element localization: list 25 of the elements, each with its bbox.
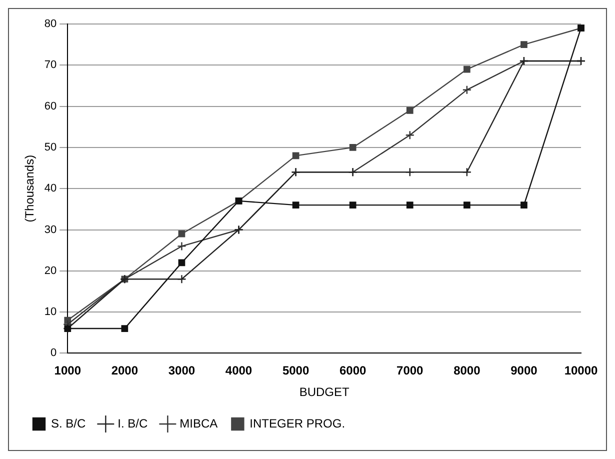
y-tick-label: 40 bbox=[44, 182, 57, 195]
legend-label: S. B/C bbox=[51, 416, 86, 430]
x-tick-label: 1000 bbox=[54, 364, 82, 378]
x-tick-label: 3000 bbox=[168, 364, 196, 378]
y-axis-title: (Thousands) bbox=[22, 154, 37, 222]
y-tick-label: 0 bbox=[50, 347, 57, 360]
x-tick-label: 10000 bbox=[564, 364, 598, 378]
x-tick-label: 4000 bbox=[225, 364, 252, 378]
legend-label: INTEGER PROG. bbox=[250, 416, 346, 430]
x-tick-label: 9000 bbox=[510, 364, 538, 378]
y-tick-label: 30 bbox=[44, 224, 57, 236]
y-tick-label: 80 bbox=[44, 18, 57, 30]
x-tick-label: 6000 bbox=[339, 364, 367, 378]
x-tick-label: 8000 bbox=[454, 364, 481, 378]
x-tick-label: 5000 bbox=[282, 364, 310, 378]
y-tick-label: 10 bbox=[44, 306, 57, 318]
x-tick-label: 7000 bbox=[396, 364, 424, 378]
legend-label: I. B/C bbox=[118, 416, 148, 430]
y-tick-label: 70 bbox=[44, 59, 57, 72]
y-tick-label: 20 bbox=[44, 264, 57, 277]
legend-label: MIBCA bbox=[180, 416, 218, 430]
y-tick-label: 50 bbox=[44, 141, 57, 154]
x-tick-label: 2000 bbox=[111, 364, 138, 378]
x-axis-title: BUDGET bbox=[299, 385, 350, 400]
y-tick-label: 60 bbox=[44, 100, 57, 112]
